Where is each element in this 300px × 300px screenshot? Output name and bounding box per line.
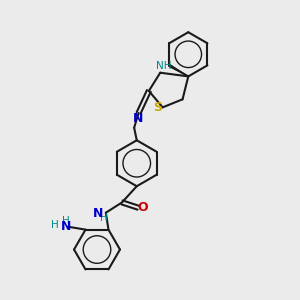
Text: N: N [133,112,143,125]
Text: N: N [93,207,104,220]
Text: O: O [138,201,148,214]
Text: S: S [153,101,162,114]
Text: H: H [62,216,70,226]
Text: N: N [61,220,71,232]
Polygon shape [168,64,188,76]
Text: H: H [51,220,59,230]
Text: H: H [100,213,107,223]
Text: NH: NH [156,61,172,71]
